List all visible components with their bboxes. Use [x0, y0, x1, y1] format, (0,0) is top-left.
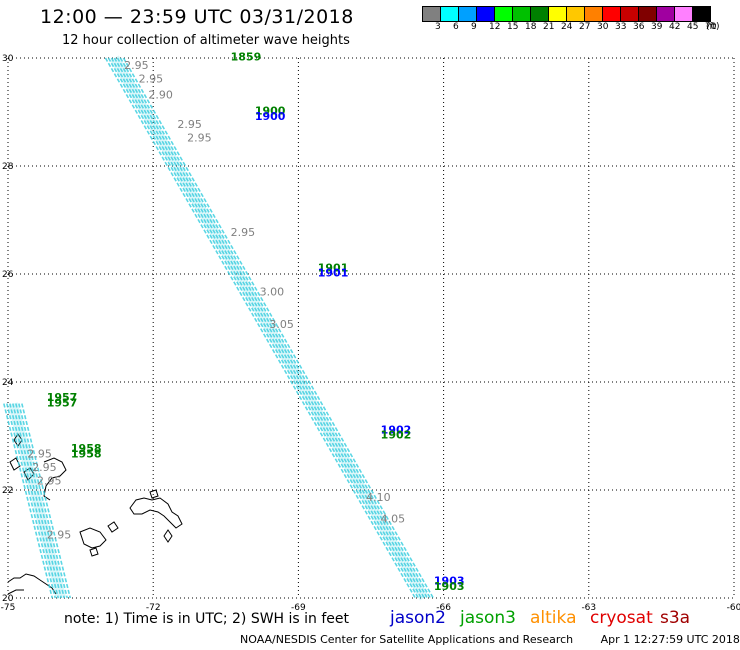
- track-band: [110, 55, 429, 601]
- wave-height-label: 2.90: [148, 89, 173, 102]
- wave-height-label: 2.95: [177, 118, 202, 131]
- legend-label: 12: [489, 22, 501, 32]
- pass-time-label: 1902: [381, 429, 412, 442]
- lat-tick-label: 30: [2, 54, 14, 64]
- track-line: [21, 403, 72, 599]
- wave-height-label: 4.05: [381, 512, 406, 525]
- track-line: [6, 403, 57, 599]
- track-line: [110, 57, 422, 599]
- wave-height-label: 2.95: [124, 59, 149, 72]
- pass-time-label: 1859: [231, 51, 262, 64]
- coastline-hispaniola: [7, 573, 57, 595]
- satellite-name: cryosat: [590, 608, 653, 628]
- wave-height-label: 2.95: [37, 475, 62, 488]
- track-line: [18, 403, 69, 599]
- pass-track: [104, 55, 434, 601]
- wave-height-label: 4.10: [366, 491, 391, 504]
- track-line: [3, 403, 54, 599]
- track-line: [113, 57, 425, 599]
- lon-tick-label: -75: [1, 603, 16, 613]
- legend-label: 3: [435, 22, 441, 32]
- units-note: note: 1) Time is in UTC; 2) SWH is in fe…: [64, 611, 350, 627]
- wave-height-label: 2.95: [187, 132, 212, 145]
- track-line: [116, 57, 428, 599]
- pass-time-label: 1957: [47, 391, 78, 404]
- coastline-turks-caicos: [79, 521, 119, 557]
- legend-label: 39: [651, 22, 663, 32]
- wave-height-label: 2.95: [32, 461, 57, 474]
- lon-tick-label: -69: [291, 603, 306, 613]
- lon-tick-label: -60: [727, 603, 740, 613]
- legend-label: 33: [615, 22, 627, 32]
- pass-time-label: 1903: [434, 575, 465, 588]
- legend-label: 36: [633, 22, 645, 32]
- map-subtitle: 12 hour collection of altimeter wave hei…: [62, 33, 350, 48]
- legend-label: 9: [471, 22, 477, 32]
- satellite-name: jason2: [390, 608, 446, 628]
- pass-time-label: 1901: [318, 261, 349, 274]
- legend-swatch: [692, 6, 711, 22]
- pass-time-label: 1901: [318, 267, 349, 280]
- legend-label: 27: [579, 22, 591, 32]
- coastline-bank-islands: [129, 489, 183, 543]
- lon-tick-label: -66: [436, 603, 451, 613]
- map-title: 12:00 — 23:59 UTC 03/31/2018: [40, 6, 354, 28]
- legend-label: 70: [705, 22, 717, 32]
- footer-org: NOAA/NESDIS Center for Satellite Applica…: [240, 633, 574, 646]
- footer-timestamp: Apr 1 12:27:59 UTC 2018: [600, 633, 740, 646]
- wave-height-label: 3.05: [269, 318, 294, 331]
- legend-label: 18: [525, 22, 537, 32]
- pass-time-label: 1902: [381, 423, 412, 436]
- lat-tick-label: 28: [2, 162, 14, 172]
- track-line: [104, 57, 416, 599]
- legend-label: 30: [597, 22, 609, 32]
- wave-height-labels: 2.952.952.902.952.952.953.003.054.104.05…: [27, 59, 405, 542]
- track-line: [107, 57, 419, 599]
- track-band: [7, 402, 67, 600]
- track-line: [119, 57, 431, 599]
- wave-height-label: 3.00: [260, 286, 285, 299]
- lon-tick-label: -63: [581, 603, 596, 613]
- wave-height-label: 2.95: [27, 448, 52, 461]
- pass-time-label: 1957: [47, 396, 78, 409]
- wave-height-label: 2.95: [139, 72, 164, 85]
- track-line: [12, 403, 63, 599]
- lat-lon-grid: -75 -72 -69 -66 -63 -60 30 28 26 24 22 20: [1, 54, 740, 613]
- track-line: [15, 403, 66, 599]
- lat-tick-label: 26: [2, 270, 14, 280]
- pass-time-label: 1903: [434, 580, 465, 593]
- wave-height-label: 2.95: [231, 226, 256, 239]
- pass-time-label: 1900: [255, 110, 286, 123]
- legend-label: 21: [543, 22, 555, 32]
- lat-tick-label: 20: [2, 594, 14, 604]
- track-line: [122, 57, 434, 599]
- wave-height-label: 2.95: [47, 529, 72, 542]
- pass-time-label: 1900: [255, 105, 286, 118]
- wave-height-color-legend: [422, 6, 711, 22]
- legend-label: 6: [453, 22, 459, 32]
- pass-time-label: 1958: [71, 442, 102, 455]
- satellite-name: jason3: [460, 608, 516, 628]
- legend-label: 15: [507, 22, 519, 32]
- track-line: [9, 403, 60, 599]
- legend-label: 45: [687, 22, 699, 32]
- legend-unit: (ft): [706, 22, 720, 32]
- lat-tick-label: 22: [2, 486, 13, 496]
- satellite-name: altika: [530, 608, 577, 628]
- lon-tick-label: -72: [146, 603, 161, 613]
- satellite-name: s3a: [660, 608, 691, 628]
- footer-credit: NOAA/NESDIS Center for Satellite Applica…: [240, 633, 740, 646]
- legend-label: 24: [561, 22, 573, 32]
- pass-track: [3, 402, 72, 600]
- lat-tick-label: 24: [2, 378, 14, 388]
- altimeter-tracks: [3, 55, 434, 601]
- pass-time-label: 1958: [71, 448, 102, 461]
- legend-label: 42: [669, 22, 681, 32]
